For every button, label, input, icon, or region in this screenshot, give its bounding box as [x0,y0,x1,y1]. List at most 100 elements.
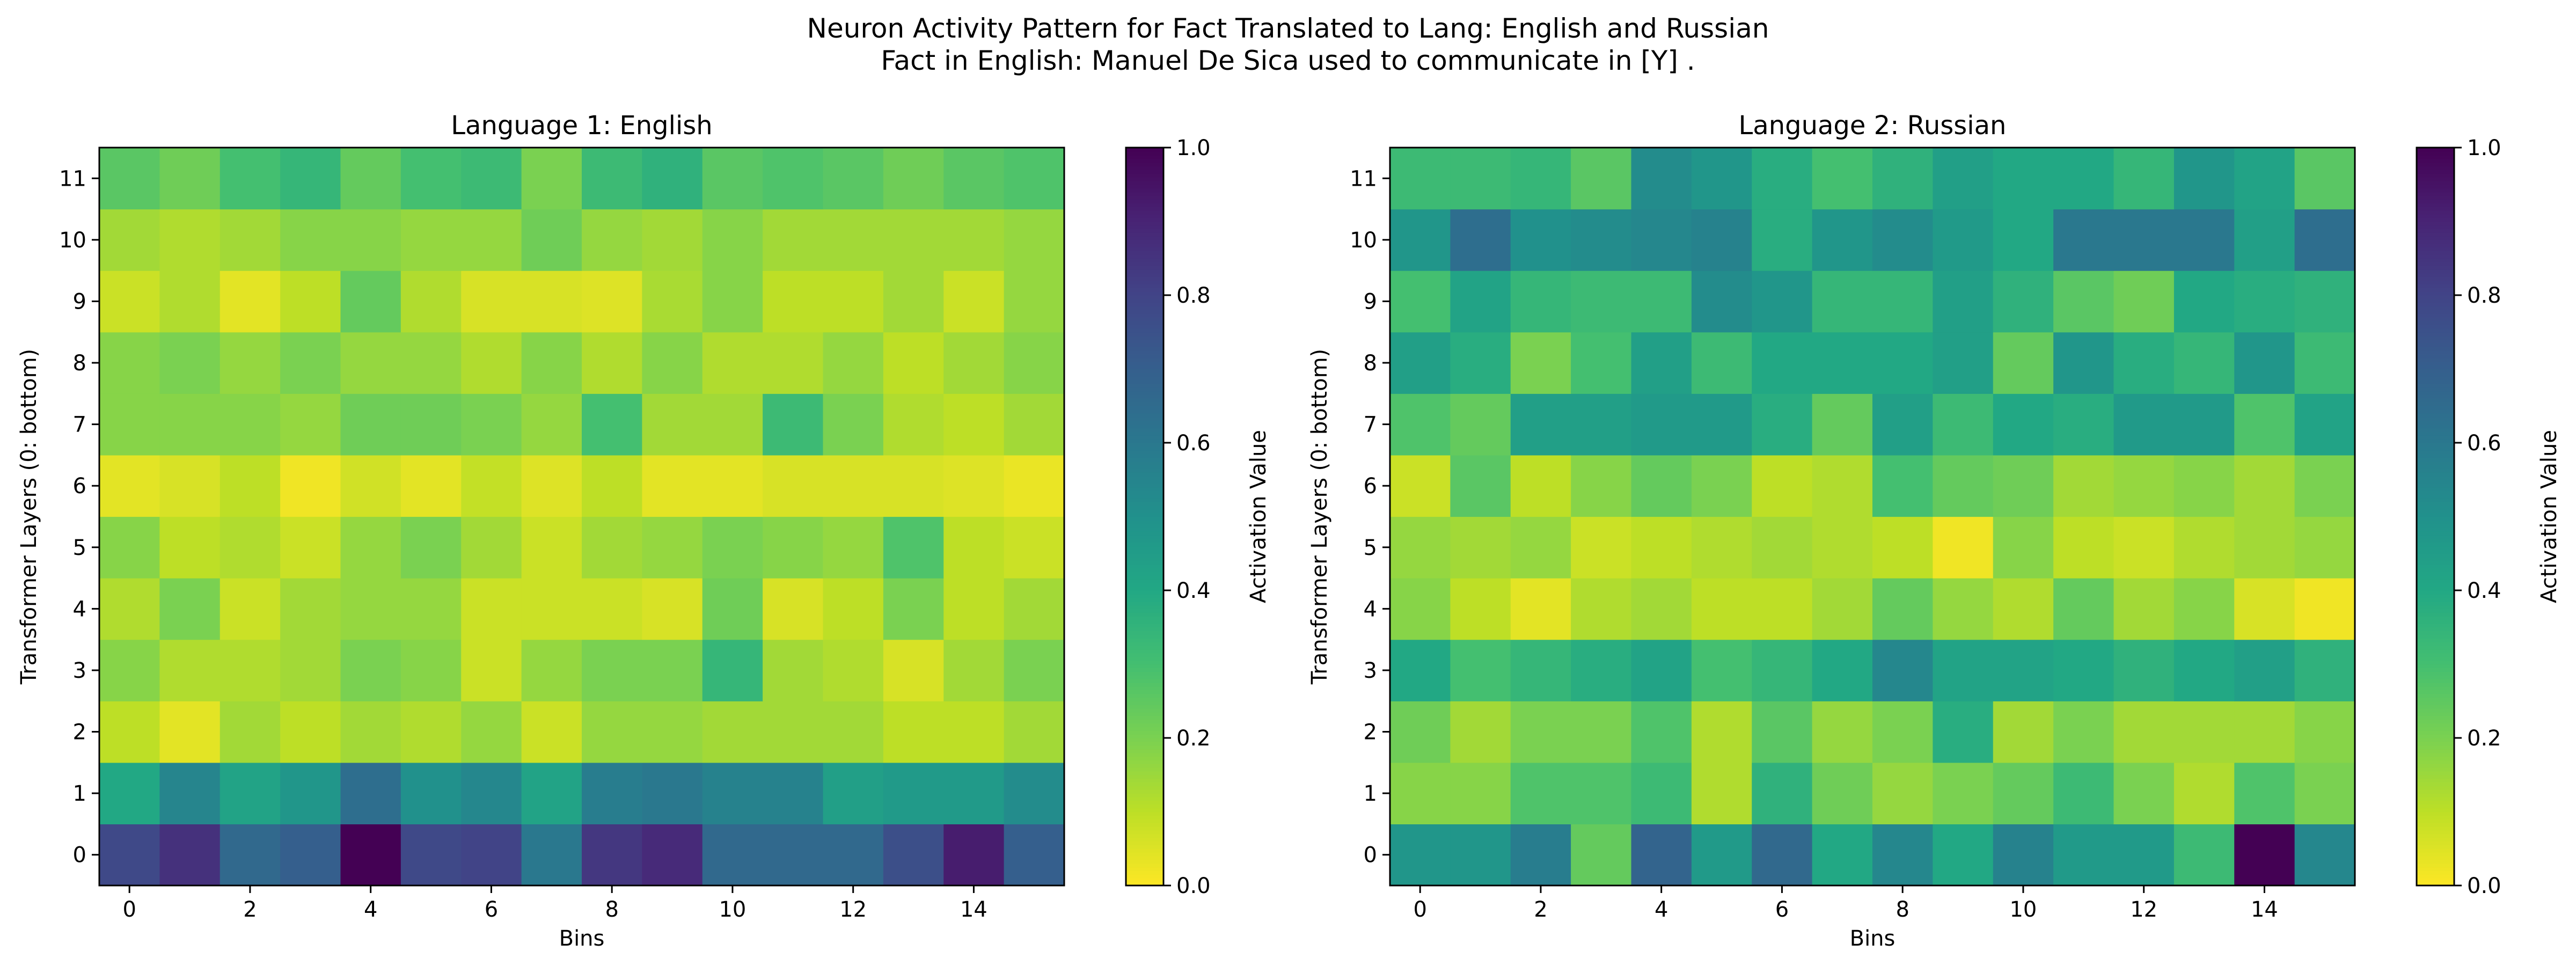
colorbar-segment [1126,878,1163,882]
heatmap-cell [159,393,221,456]
heatmap-cell [1004,639,1065,701]
heatmap-cell [2174,455,2235,517]
heatmap-cell [159,270,221,333]
colorbar-segment [1126,170,1163,174]
colorbar-segment [1126,620,1163,624]
colorbar-segment [1126,431,1163,436]
colorbar-segment [1126,642,1163,646]
colorbar-segment [2417,656,2454,661]
heatmap-cell [1872,332,1933,394]
heatmap-cell [1752,639,1813,701]
colorbar-segment [1126,664,1163,668]
colorbar-segment [2417,266,2454,270]
heatmap-cell [883,270,944,333]
heatmap-cell [400,332,462,394]
colorbar-segment [1126,188,1163,193]
heatmap-cell [280,393,341,456]
heatmap-cell [400,639,462,701]
colorbar-segment [1126,671,1163,676]
heatmap-cell [99,209,160,271]
colorbar-segment [1126,682,1163,687]
colorbar-tick-label: 0.6 [2467,431,2501,456]
heatmap-cell [2174,332,2235,394]
heatmap-cell [1752,701,1813,763]
heatmap-cell [823,516,884,579]
heatmap-cell [2174,824,2235,886]
heatmap-cell [159,455,221,517]
colorbar-segment [1126,823,1163,827]
heatmap-cell [2294,393,2355,456]
colorbar-segment [1126,535,1163,539]
colorbar-segment [1126,494,1163,499]
heatmap-cell [159,578,221,640]
heatmap-cell [2053,516,2114,579]
heatmap-cell [159,701,221,763]
heatmap-cell [1812,332,1873,394]
heatmap-cell [1933,393,1994,456]
heatmap-cell [1631,578,1692,640]
heatmap-cell [1450,393,1511,456]
colorbar-segment [2417,727,2454,731]
colorbar-segment [2417,258,2454,262]
heatmap-cell [2294,701,2355,763]
colorbar-segment [2417,155,2454,159]
colorbar-segment [2417,653,2454,657]
y-axis-label: Transformer Layers (0: bottom) [1307,349,1332,685]
heatmap-cell [400,148,462,210]
heatmap-cell [99,578,160,640]
colorbar-segment [2417,365,2454,370]
colorbar-segment [2417,188,2454,193]
heatmap-cell [1004,148,1065,210]
heatmap-cell [582,393,642,456]
heatmap-cell [582,332,642,394]
colorbar-tick-label: 0.4 [1176,579,1211,603]
colorbar-segment [1126,239,1163,244]
colorbar-segment [1126,631,1163,635]
heatmap-cell [2174,762,2235,825]
colorbar-segment [2417,774,2454,779]
colorbar-segment [2417,491,2454,495]
colorbar-segment [1126,712,1163,716]
colorbar-segment [2417,313,2454,318]
heatmap-cell [1631,270,1692,333]
colorbar-segment [2417,535,2454,539]
colorbar-segment [2417,557,2454,561]
colorbar-segment [1126,317,1163,321]
colorbar-segment [1126,280,1163,284]
colorbar-segment [2417,162,2454,166]
colorbar-segment [1126,413,1163,418]
heatmap-cell [1691,578,1752,640]
heatmap-cell [1004,824,1065,886]
y-tick-label: 6 [73,474,86,499]
heatmap-cell [883,516,944,579]
colorbar-segment [2417,745,2454,750]
colorbar-segment [1126,771,1163,775]
colorbar-segment [2417,730,2454,735]
heatmap-cell [1004,393,1065,456]
heatmap-cell [2113,209,2175,271]
colorbar-segment [1126,734,1163,738]
heatmap-cell [1993,455,2054,517]
colorbar-segment [2417,502,2454,506]
heatmap-cell [1752,824,1813,886]
heatmap-cell [883,148,944,210]
heatmap-cell [2294,455,2355,517]
colorbar-segment [1126,870,1163,875]
colorbar-segment [1126,232,1163,237]
heatmap-cell [1571,701,1632,763]
heatmap-cell [702,639,763,701]
colorbar-segment [2417,561,2454,565]
colorbar-segment [1126,800,1163,805]
heatmap-cell [340,701,401,763]
heatmap-cell [280,701,341,763]
heatmap-cell [400,455,462,517]
y-tick-label: 0 [73,843,86,868]
colorbar-segment [1126,217,1163,222]
colorbar-segment [1126,837,1163,842]
colorbar-segment [1126,594,1163,598]
colorbar-segment [1126,162,1163,166]
colorbar-segment [2417,428,2454,432]
colorbar-segment [1126,815,1163,819]
x-tick-label: 10 [719,897,746,922]
